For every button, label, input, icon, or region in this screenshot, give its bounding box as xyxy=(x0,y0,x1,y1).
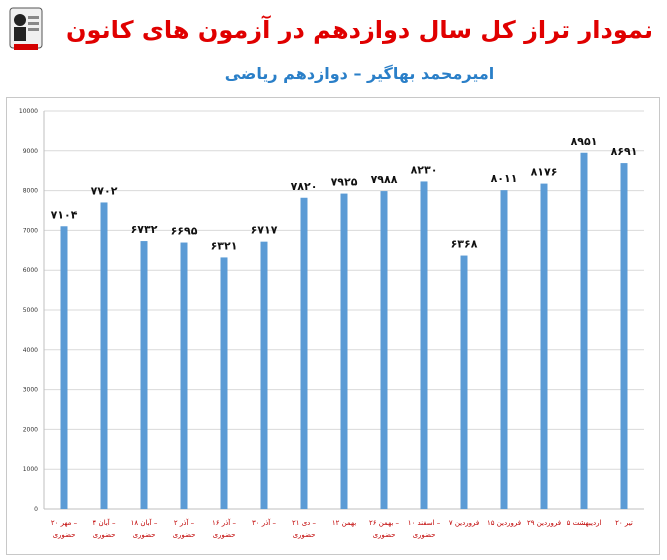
data-label: ۶۳۲۱ xyxy=(211,239,238,252)
x-tick-label: ۲۹ فروردین xyxy=(527,519,561,527)
y-tick-label: 6000 xyxy=(23,267,38,274)
x-tick-label: ۱۶ آذر – xyxy=(212,518,236,527)
y-tick-label: 7000 xyxy=(23,227,38,234)
x-tick-label: ۲۰ مهر – xyxy=(51,519,78,527)
x-tick-label: ۱۲ بهمن xyxy=(332,519,356,527)
x-tick-label: حضوری xyxy=(133,531,156,539)
x-tick-label: ۲۶ بهمن – xyxy=(369,519,400,527)
data-label: ۶۳۶۸ xyxy=(451,238,478,251)
bar xyxy=(100,202,108,510)
chart-title: نمودار تراز کل سال دوازدهم در آزمون های … xyxy=(66,16,653,44)
bar xyxy=(220,257,228,509)
x-tick-label: ۳۰ آذر – xyxy=(252,518,276,527)
y-axis-ticks: 0 1000 2000 3000 4000 5000 6000 7000 8000 9000 100… xyxy=(19,108,38,513)
bar xyxy=(500,190,508,509)
bar xyxy=(180,242,188,509)
x-tick-label: ۲ آذر – xyxy=(174,518,195,527)
data-label: ۷۹۲۵ xyxy=(331,176,358,189)
bar xyxy=(380,191,388,509)
x-tick-label: حضوری xyxy=(373,531,396,539)
y-tick-label: 10000 xyxy=(19,108,38,115)
y-tick-label: 1000 xyxy=(23,466,38,473)
data-label: ۷۷۰۲ xyxy=(91,184,118,197)
data-label: ۶۷۱۷ xyxy=(251,224,278,237)
x-tick-label: حضوری xyxy=(53,531,76,539)
data-label: ۷۸۲۰ xyxy=(291,180,318,193)
data-labels: ۷۱۰۴ ۷۷۰۲ ۶۷۳۲ ۶۶۹۵ ۶۳۲۱ ۶۷۱۷ ۷۸۲۰ ۷۹۲۵ ۷۹۸۸ ۸۲۳۰… xyxy=(51,135,638,253)
y-tick-label: 9000 xyxy=(23,148,38,155)
chart-subtitle: امیرمحمد بهاگیر – دوازدهم ریاضی xyxy=(224,64,495,83)
bar xyxy=(460,255,468,509)
data-label: ۸۱۷۶ xyxy=(531,166,558,179)
chart-frame xyxy=(6,97,660,555)
bar xyxy=(340,193,348,509)
bar xyxy=(620,163,628,509)
data-label: ۷۹۸۸ xyxy=(371,173,398,186)
bar xyxy=(580,152,588,510)
y-tick-label: 0 xyxy=(34,506,38,513)
data-label: ۸۹۵۱ xyxy=(571,135,598,148)
x-axis-labels: ۲۰ مهر – حضوری ۴ آبان – حضوری ۱۸ آبان – حضوری… xyxy=(51,518,633,539)
y-tick-label: 2000 xyxy=(23,426,38,433)
x-tick-label: حضوری xyxy=(213,531,236,539)
data-label: ۸۰۱۱ xyxy=(491,172,518,185)
data-label: ۶۷۳۲ xyxy=(131,223,158,236)
x-tick-label: حضوری xyxy=(293,531,316,539)
x-tick-label: حضوری xyxy=(93,531,116,539)
bar xyxy=(300,197,308,509)
bar xyxy=(540,183,548,509)
y-tick-label: 3000 xyxy=(23,387,38,394)
x-tick-label: ۲۰ تیر xyxy=(615,519,633,527)
bar xyxy=(60,226,68,509)
kanoon-logo-icon xyxy=(9,7,43,50)
x-tick-label: حضوری xyxy=(173,531,196,539)
bars xyxy=(60,152,628,510)
x-tick-label: ۱۰ اسفند – xyxy=(408,519,441,527)
x-tick-label: ۵ اردیبهشت xyxy=(567,519,602,527)
bar xyxy=(140,241,148,509)
data-label: ۷۱۰۴ xyxy=(51,208,78,221)
x-tick-label: ۱۵ فروردین xyxy=(487,519,521,527)
bar xyxy=(420,181,428,510)
x-tick-label: ۱۸ آبان – xyxy=(131,518,158,527)
x-tick-label: ۴ آبان – xyxy=(93,518,116,527)
y-tick-label: 8000 xyxy=(23,188,38,195)
y-tick-label: 5000 xyxy=(23,307,38,314)
bar xyxy=(260,241,268,510)
x-tick-label: حضوری xyxy=(413,531,436,539)
x-tick-label: ۷ فروردین xyxy=(449,519,479,527)
y-tick-label: 4000 xyxy=(23,347,38,354)
data-label: ۶۶۹۵ xyxy=(171,225,198,238)
data-label: ۸۶۹۱ xyxy=(611,145,638,158)
x-tick-label: ۲۱ دی – xyxy=(292,519,317,527)
data-label: ۸۲۳۰ xyxy=(411,163,438,176)
